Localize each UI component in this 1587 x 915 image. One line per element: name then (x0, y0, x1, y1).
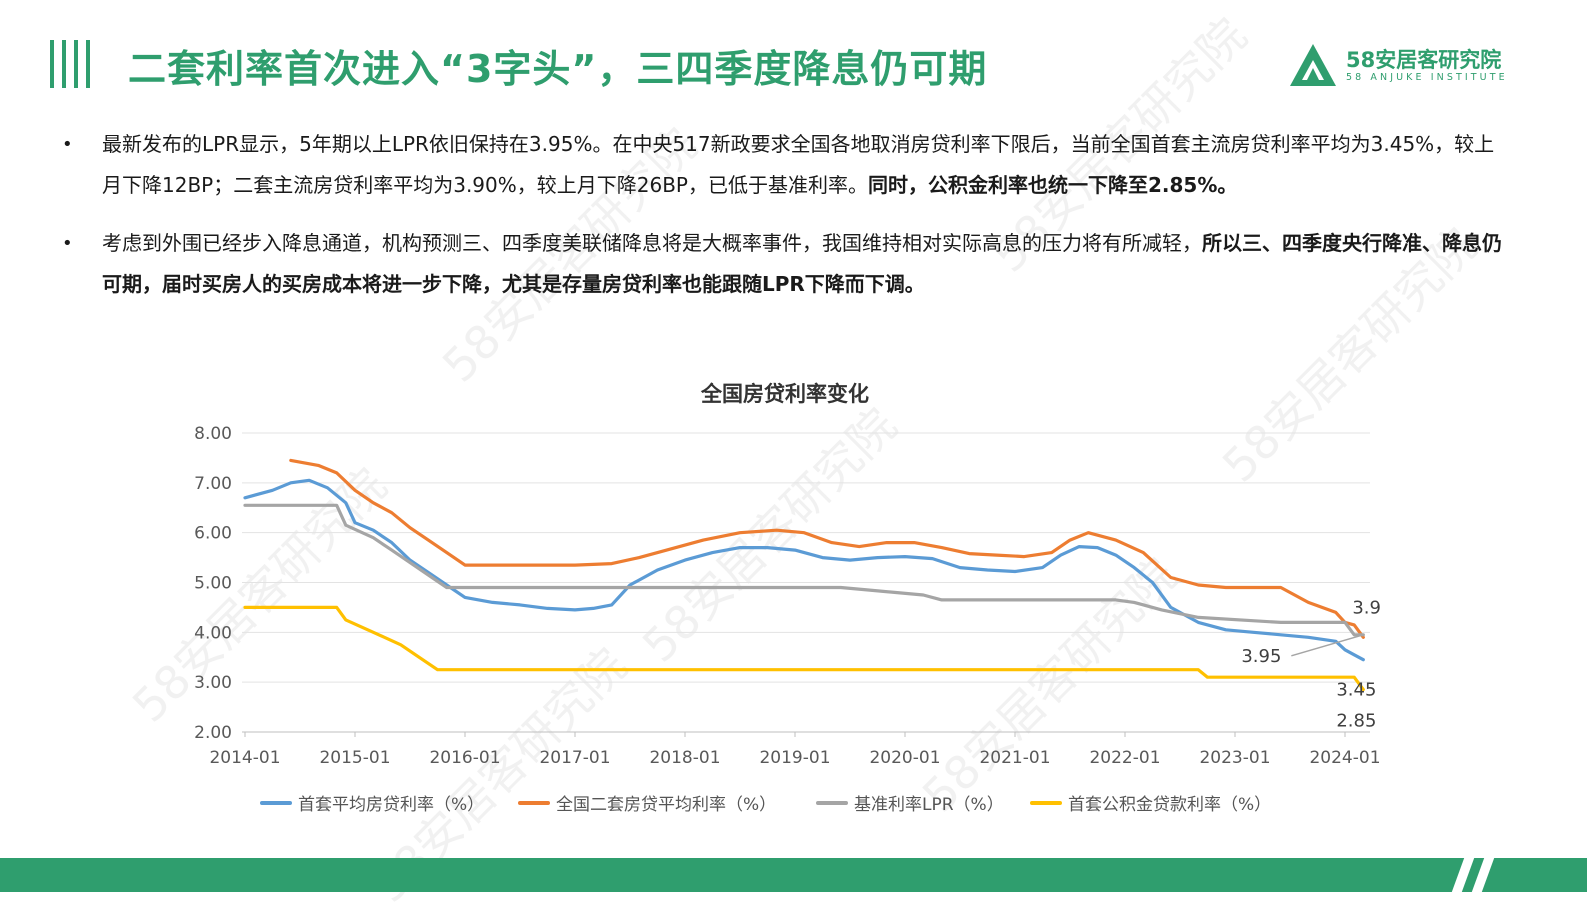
page-title: 二套利率首次进入“3字头”，三四季度降息仍可期 (128, 47, 988, 91)
legend-swatch (260, 800, 292, 805)
legend-item: 首套公积金贷款利率（%） (1030, 790, 1271, 815)
bullet-item: • 考虑到外围已经步入降息通道，机构预测三、四季度美联储降息将是大概率事件，我国… (62, 223, 1512, 305)
x-tick-label: 2020-01 (869, 748, 940, 768)
legend-label: 首套平均房贷利率（%） (298, 795, 485, 815)
footer-bar (0, 858, 1587, 892)
x-tick-label: 2014-01 (209, 748, 280, 768)
x-tick-label: 2022-01 (1089, 748, 1160, 768)
chart-plot: 8.00 7.00 6.00 5.00 4.00 3.00 2.00 2014-01 2015-… (194, 424, 1381, 768)
data-label: 3.45 (1336, 680, 1376, 701)
series-line (243, 503, 1365, 637)
brand-name: 58安居客研究院 (1346, 48, 1502, 72)
x-tick-label: 2015-01 (319, 748, 390, 768)
header-bars-icon (50, 40, 90, 88)
brand-logo: 58安居客研究院 58 ANJUKE INSTITUTE (1288, 42, 1538, 88)
legend-swatch (518, 800, 550, 805)
legend-item: 全国二套房贷平均利率（%） (518, 790, 776, 815)
data-label-leader (1291, 634, 1364, 657)
legend-swatch (816, 800, 848, 805)
series-line (243, 605, 1365, 692)
y-tick-label: 7.00 (194, 474, 232, 494)
bullet-list: • 最新发布的LPR显示，5年期以上LPR依旧保持在3.95%。在中央517新政… (62, 124, 1512, 322)
data-label: 3.95 (1241, 646, 1281, 667)
legend-swatch (1030, 800, 1062, 805)
x-tick-label: 2021-01 (979, 748, 1050, 768)
legend-item: 基准利率LPR（%） (816, 790, 1004, 815)
y-tick-label: 6.00 (194, 524, 232, 544)
x-tick-label: 2016-01 (429, 748, 500, 768)
y-tick-label: 3.00 (194, 673, 232, 693)
x-tick-label: 2017-01 (539, 748, 610, 768)
legend-label: 基准利率LPR（%） (854, 795, 1004, 815)
chart-legend: 首套平均房贷利率（%） 全国二套房贷平均利率（%） 基准利率LPR（%） 首套公积金贷… (260, 790, 1320, 816)
bullet-dot-icon: • (62, 134, 73, 155)
bullet-bold-text: 同时，公积金利率也统一下降至2.85%。 (868, 173, 1238, 197)
brand-subtitle: 58 ANJUKE INSTITUTE (1346, 72, 1508, 83)
y-tick-label: 8.00 (194, 424, 232, 444)
legend-item: 首套平均房贷利率（%） (260, 790, 484, 815)
bullet-item: • 最新发布的LPR显示，5年期以上LPR依旧保持在3.95%。在中央517新政… (62, 124, 1512, 206)
x-tick-label: 2018-01 (649, 748, 720, 768)
y-tick-label: 5.00 (194, 574, 232, 594)
bullet-text: 最新发布的LPR显示，5年期以上LPR依旧保持在3.95%。在中央517新政要求… (102, 132, 1495, 197)
x-tick-label: 2019-01 (759, 748, 830, 768)
y-tick-label: 2.00 (194, 723, 232, 743)
bullet-text: 考虑到外围已经步入降息通道，机构预测三、四季度美联储降息将是大概率事件，我国维持… (102, 231, 1202, 255)
series-line (289, 458, 1365, 639)
brand-triangle-icon (1290, 44, 1336, 86)
bullet-dot-icon: • (62, 233, 73, 254)
bullet-bold-text: 所以三、四季度央行降准、降息仍可期，届时买房人的买房成本将进一步下降，尤其是存量… (102, 231, 1502, 296)
data-label: 2.85 (1336, 711, 1376, 732)
x-tick-label: 2023-01 (1199, 748, 1270, 768)
chart-title: 全国房贷利率变化 (701, 382, 869, 406)
legend-label: 全国二套房贷平均利率（%） (556, 795, 777, 815)
rate-chart: 全国房贷利率变化 8.00 7.00 6.00 5.00 4.00 3.00 2.00 201… (150, 370, 1450, 840)
data-label: 3.9 (1352, 597, 1381, 618)
x-tick-label: 2024-01 (1309, 748, 1380, 768)
y-tick-label: 4.00 (194, 623, 232, 643)
series-line (243, 478, 1365, 662)
legend-label: 首套公积金贷款利率（%） (1068, 795, 1272, 815)
